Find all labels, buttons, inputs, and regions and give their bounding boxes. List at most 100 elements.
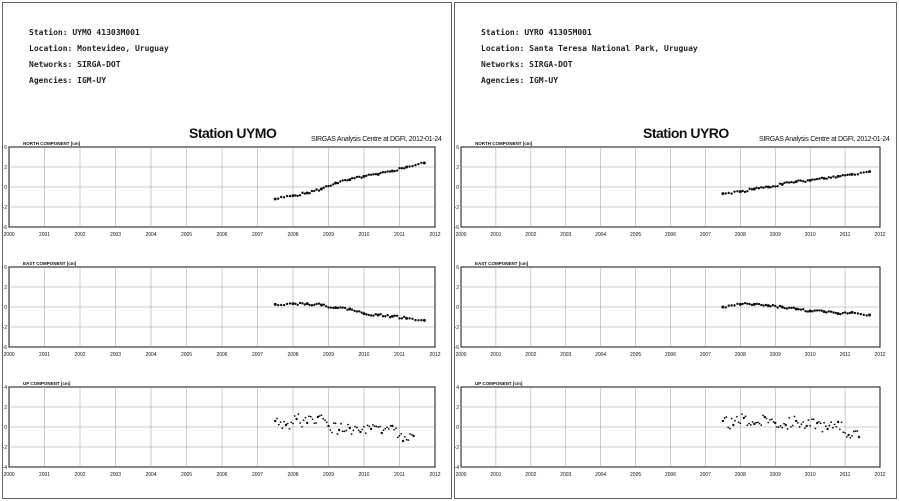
data-point-dense [799,179,803,182]
data-point-dense [292,422,294,425]
data-point-dense [835,425,838,428]
y-tick-label: 0 [456,305,459,311]
data-point-dense [300,425,303,428]
data-point-dense [332,306,335,310]
data-point-dense [736,190,739,193]
data-point-dense [356,426,358,429]
x-tick-label: 2004 [595,472,606,478]
component-label: NORTH COMPONENT [cm] [23,141,81,146]
data-point-dense [741,302,744,306]
data-point-dense [819,422,822,425]
data-point-dense [792,306,796,309]
data-point-dense [388,316,392,319]
data-point [337,428,341,432]
y-tick-label: -4 [455,465,460,471]
data-point [274,419,277,423]
data-point-dense [811,310,814,313]
data-point-dense [804,427,806,430]
data-point [348,307,352,311]
data-point-dense [815,309,819,312]
data-point-dense [400,167,404,170]
x-tick-label: 2011 [394,352,405,358]
data-point-dense [807,419,810,421]
data-point-dense [345,429,348,432]
x-tick-label: 2003 [560,472,571,478]
data-point-dense [331,431,333,434]
x-tick-label: 2005 [630,352,641,358]
data-point-dense [407,439,410,442]
data-point-dense [367,313,370,317]
data-point-dense [303,192,307,195]
data-point [774,421,777,425]
data-point-dense [396,436,399,439]
data-point-dense [791,424,794,427]
data-point-dense [277,423,280,426]
data-point-dense [298,301,302,305]
data-point-dense [408,317,411,320]
data-point-dense [288,194,292,198]
data-point-dense [733,304,736,307]
x-tick-label: 2004 [595,232,606,238]
x-tick-label: 2011 [840,232,851,238]
data-point [794,307,798,311]
data-point-dense [764,185,768,188]
x-tick-label: 2012 [429,352,440,358]
data-point-dense [332,183,335,186]
data-point-dense [400,432,403,435]
data-series [721,170,872,196]
x-tick-label: 2010 [358,352,369,358]
data-point-dense [854,430,857,433]
x-tick-label: 2003 [110,232,121,238]
data-point-dense [374,312,378,316]
data-point-dense [776,426,778,428]
data-point [422,318,426,322]
data-point-dense [322,186,325,189]
data-point-dense [313,422,316,425]
x-tick-label: 2006 [665,472,676,478]
data-point-dense [806,310,810,313]
data-point [291,194,295,198]
data-point-dense [862,313,865,317]
x-tick-label: 2008 [287,232,298,238]
x-tick-label: 2009 [323,472,334,478]
x-tick-label: 2007 [700,472,711,478]
x-tick-label: 2010 [805,232,816,238]
data-point-dense [381,171,385,174]
data-point [405,165,409,169]
data-point-dense [848,173,851,176]
y-tick-label: 6 [456,265,459,271]
data-point-dense [395,427,397,430]
data-point-dense [360,176,363,179]
data-point-dense [820,309,824,312]
y-tick-label: 6 [4,145,7,151]
data-point-dense [324,305,328,308]
station-title: Station UYMO [189,125,277,141]
x-tick-label: 2000 [3,232,14,238]
data-point-dense [310,304,314,307]
x-tick-label: 2007 [252,232,263,238]
data-point-dense [748,302,751,306]
data-point-dense [730,192,733,195]
data-point [273,302,277,306]
data-point-dense [386,314,389,317]
data-point-dense [358,175,361,179]
data-point-dense [318,415,321,417]
x-tick-label: 2002 [74,232,85,238]
data-point [295,417,298,421]
data-point-dense [741,189,744,193]
x-tick-label: 2008 [735,352,746,358]
data-point-dense [843,174,847,177]
data-point-dense [840,421,843,424]
data-point [380,431,383,435]
data-point-dense [324,185,328,188]
y-tick-label: -2 [455,205,460,211]
data-point [753,422,756,426]
station-panel-uymo: Station: UYMO 41303M001 Location: Montevi… [2,2,452,499]
data-point-dense [386,426,388,429]
data-point [306,421,309,425]
data-point [334,306,338,310]
y-tick-label: -2 [455,325,460,331]
analysis-centre-label: SIRGAS Analysis Centre at DGFI, 2012-01-… [759,136,890,143]
data-point-dense [411,433,413,436]
data-point-dense [414,163,417,167]
